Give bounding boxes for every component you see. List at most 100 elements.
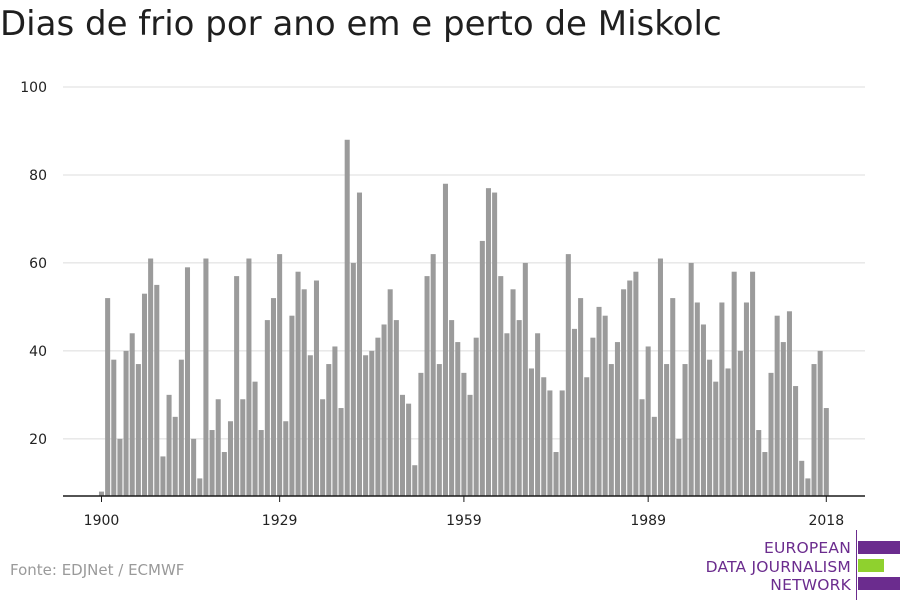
bar-1962[interactable]	[479, 240, 485, 496]
bar-1906[interactable]	[135, 364, 141, 496]
bar-1955[interactable]	[436, 364, 442, 496]
bar-1961[interactable]	[473, 337, 479, 496]
bar-1902[interactable]	[111, 359, 117, 496]
bar-1918[interactable]	[209, 430, 215, 496]
bar-1929[interactable]	[277, 254, 283, 496]
bar-1957[interactable]	[449, 320, 455, 496]
bar-1953[interactable]	[424, 276, 430, 496]
bar-2002[interactable]	[725, 368, 731, 496]
bar-1966[interactable]	[504, 333, 510, 496]
bar-1931[interactable]	[289, 315, 295, 496]
bar-1989[interactable]	[645, 346, 651, 496]
bar-2000[interactable]	[713, 381, 719, 496]
bar-1994[interactable]	[676, 438, 682, 496]
bar-1928[interactable]	[270, 298, 277, 496]
bar-1913[interactable]	[178, 359, 184, 496]
bar-2005[interactable]	[743, 302, 749, 496]
bar-1978[interactable]	[578, 298, 584, 496]
bar-1997[interactable]	[694, 302, 700, 496]
bar-1999[interactable]	[707, 359, 713, 496]
bar-1963[interactable]	[485, 188, 491, 496]
bar-1940[interactable]	[344, 139, 350, 496]
bar-1980[interactable]	[590, 337, 596, 496]
bar-2003[interactable]	[731, 271, 737, 496]
bar-1939[interactable]	[338, 408, 344, 496]
bar-1949[interactable]	[399, 394, 405, 496]
bar-1941[interactable]	[350, 262, 356, 496]
bar-2014[interactable]	[799, 460, 805, 496]
bar-1951[interactable]	[412, 465, 418, 496]
edjnet-logo[interactable]: EUROPEAN DATA JOURNALISM NETWORK	[700, 530, 900, 600]
bar-2007[interactable]	[756, 430, 762, 496]
bar-1909[interactable]	[154, 284, 160, 496]
bar-2016[interactable]	[811, 364, 817, 496]
bar-1977[interactable]	[571, 328, 577, 496]
bar-2017[interactable]	[817, 350, 823, 496]
bar-1923[interactable]	[240, 399, 246, 496]
bar-1919[interactable]	[215, 399, 221, 496]
bar-1900[interactable]	[98, 491, 105, 496]
bar-1938[interactable]	[332, 346, 338, 496]
bar-1924[interactable]	[246, 258, 252, 496]
bar-1915[interactable]	[191, 438, 197, 496]
bar-1959[interactable]	[461, 372, 467, 496]
bar-1979[interactable]	[584, 377, 590, 496]
bar-2004[interactable]	[737, 350, 743, 496]
bar-2009[interactable]	[768, 372, 774, 496]
bar-1952[interactable]	[418, 372, 424, 496]
bar-2018[interactable]	[823, 408, 829, 496]
bar-1936[interactable]	[320, 399, 326, 496]
bar-1960[interactable]	[467, 394, 473, 496]
bar-1947[interactable]	[387, 289, 393, 496]
bar-1974[interactable]	[553, 452, 559, 496]
bar-1946[interactable]	[381, 324, 387, 496]
bar-1916[interactable]	[197, 478, 203, 496]
bar-1911[interactable]	[166, 394, 172, 496]
bar-1985[interactable]	[621, 289, 627, 496]
bar-1932[interactable]	[295, 271, 301, 496]
bar-1910[interactable]	[160, 456, 166, 496]
bar-1933[interactable]	[301, 289, 307, 496]
bar-1968[interactable]	[516, 320, 522, 496]
bar-1967[interactable]	[510, 289, 516, 496]
bar-1954[interactable]	[430, 254, 436, 496]
bar-1972[interactable]	[541, 377, 547, 496]
bar-1987[interactable]	[633, 271, 639, 496]
bar-1907[interactable]	[141, 293, 148, 496]
bar-1969[interactable]	[522, 262, 528, 496]
bar-1920[interactable]	[221, 452, 227, 496]
bar-1925[interactable]	[252, 381, 258, 496]
bar-1903[interactable]	[117, 438, 123, 496]
bar-2008[interactable]	[762, 452, 768, 496]
bar-1971[interactable]	[535, 333, 541, 496]
bar-1901[interactable]	[105, 298, 111, 496]
bar-1964[interactable]	[492, 192, 498, 497]
bar-1993[interactable]	[670, 298, 676, 496]
bar-1945[interactable]	[375, 337, 381, 496]
bar-1995[interactable]	[682, 364, 688, 496]
bar-1948[interactable]	[393, 320, 399, 496]
bar-2012[interactable]	[786, 311, 792, 496]
bar-1930[interactable]	[283, 421, 289, 496]
bar-1992[interactable]	[664, 364, 670, 496]
bar-1965[interactable]	[498, 276, 504, 496]
bar-2006[interactable]	[750, 271, 756, 496]
bar-1922[interactable]	[234, 276, 240, 496]
bar-1998[interactable]	[700, 324, 706, 496]
bar-1956[interactable]	[442, 183, 448, 496]
bar-1983[interactable]	[608, 364, 614, 496]
bar-1921[interactable]	[227, 421, 234, 496]
bar-1976[interactable]	[565, 254, 571, 496]
bar-1982[interactable]	[602, 315, 608, 496]
bar-1927[interactable]	[264, 320, 270, 496]
bar-1934[interactable]	[307, 355, 313, 496]
bar-2001[interactable]	[719, 302, 725, 496]
bar-1996[interactable]	[688, 262, 694, 496]
bar-2011[interactable]	[780, 342, 786, 496]
bar-1943[interactable]	[363, 355, 369, 496]
bar-1944[interactable]	[369, 350, 375, 496]
bar-1926[interactable]	[258, 430, 264, 496]
bar-1935[interactable]	[313, 280, 319, 496]
bar-1904[interactable]	[123, 350, 129, 496]
bar-1958[interactable]	[455, 342, 461, 496]
